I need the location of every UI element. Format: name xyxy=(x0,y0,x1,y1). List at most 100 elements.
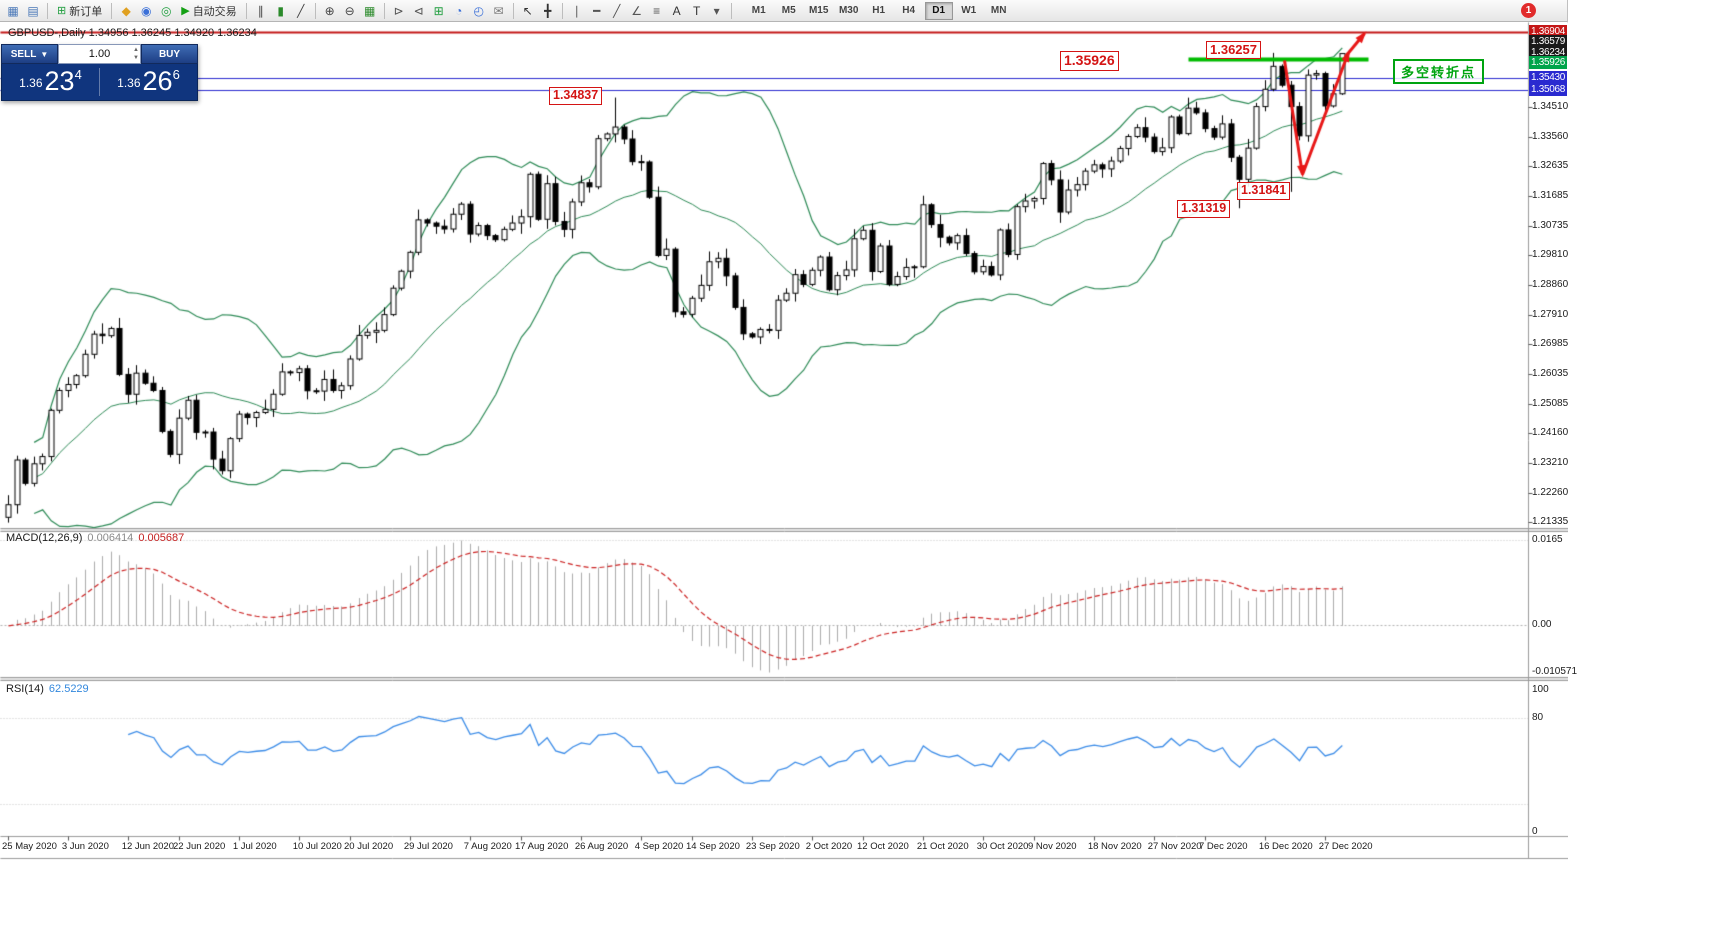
date-axis-label: 17 Aug 2020 xyxy=(515,841,569,852)
zoom-in-icon[interactable]: ⊕ xyxy=(324,3,335,18)
cursor-icon[interactable]: ↖ xyxy=(522,3,533,18)
price-axis-tick: 1.25085 xyxy=(1532,397,1569,409)
price-annotation[interactable]: 1.31841 xyxy=(1237,182,1291,200)
new-order-button-label: 新订单 xyxy=(69,5,103,18)
date-axis-label: 26 Aug 2020 xyxy=(574,841,629,852)
toolbar-separator xyxy=(111,2,113,19)
timeframe-w1[interactable]: W1 xyxy=(961,4,977,16)
templates-icon[interactable]: ◴ xyxy=(473,3,484,18)
toolbar-separator xyxy=(245,2,247,19)
price-axis-tick: 1.32635 xyxy=(1532,160,1569,172)
timeframe-m5[interactable]: M5 xyxy=(781,4,796,16)
rsi-name: RSI(14) xyxy=(6,683,44,695)
crosshair-icon[interactable]: ╋ xyxy=(544,3,552,18)
date-axis-label: 14 Sep 2020 xyxy=(686,841,740,852)
toolbar-separator xyxy=(314,2,316,19)
price-axis-tick: 1.27910 xyxy=(1532,309,1569,321)
price-axis-marker: 1.36579 xyxy=(1529,35,1567,49)
chart-canvas[interactable] xyxy=(0,22,1568,860)
toolbar-separator xyxy=(512,2,514,19)
trendline-icon[interactable]: ╱ xyxy=(613,3,621,18)
zoom-out-icon[interactable]: ⊖ xyxy=(344,3,355,18)
shapes-dropdown-icon[interactable]: ▾ xyxy=(713,3,720,18)
notification-badge[interactable]: 1 xyxy=(1521,3,1536,18)
date-axis-label: 21 Oct 2020 xyxy=(916,841,969,852)
chart-shift-icon[interactable]: ⊲ xyxy=(413,3,424,18)
text-label-icon[interactable]: T xyxy=(693,3,701,18)
periods-icon[interactable]: ◔ xyxy=(455,3,463,18)
timeframe-mn[interactable]: MN xyxy=(990,4,1007,16)
buy-button[interactable]: BUY xyxy=(141,44,198,64)
date-axis-label: 18 Nov 2020 xyxy=(1087,841,1142,852)
text-icon[interactable]: A xyxy=(672,3,681,18)
fibonacci-icon[interactable]: ≡ xyxy=(653,3,661,18)
date-axis-label: 29 Jul 2020 xyxy=(403,841,453,852)
date-axis-label: 9 Nov 2020 xyxy=(1028,841,1077,852)
price-axis-tick: 1.21335 xyxy=(1532,516,1569,527)
add-indicator-icon[interactable]: ⊞ xyxy=(433,3,444,18)
timeframe-h1[interactable]: H1 xyxy=(872,4,886,16)
note-annotation[interactable]: 多空转折点 xyxy=(1393,59,1485,84)
trade-panel-prices: 1.36 23 4 1.36 26 6 xyxy=(1,64,198,101)
auto-trading-button[interactable]: ▶ 自动交易 xyxy=(176,2,241,20)
price-axis-tick: 1.33560 xyxy=(1532,131,1569,143)
mail-icon[interactable]: ✉ xyxy=(493,3,504,18)
sell-price[interactable]: 1.36 23 4 xyxy=(2,67,99,98)
date-axis-label: 10 Jul 2020 xyxy=(292,841,342,852)
new-chart-icon[interactable]: ▦ xyxy=(7,3,19,18)
price-axis-marker: 1.36904 xyxy=(1529,25,1567,38)
price-annotation[interactable]: 1.35926 xyxy=(1060,51,1119,71)
macd-scale-top: 0.0165 xyxy=(1532,534,1563,545)
volume-down-icon[interactable]: ▼ xyxy=(133,55,139,61)
new-order-button[interactable]: ⊞ 新订单 xyxy=(52,2,107,20)
auto-trading-button-icon: ▶ xyxy=(181,5,190,17)
volume-input[interactable]: 1.00 ▲ ▼ xyxy=(58,44,141,64)
date-axis-label: 2 Oct 2020 xyxy=(805,841,853,852)
tile-windows-icon[interactable]: ▦ xyxy=(364,3,376,18)
volume-stepper[interactable]: ▲ ▼ xyxy=(133,46,139,62)
timeframe-m1[interactable]: M1 xyxy=(751,4,766,16)
price-axis-tick: 1.31685 xyxy=(1532,190,1569,202)
sell-dropdown-icon[interactable]: ▼ xyxy=(40,49,49,59)
rsi-scale-mid: 80 xyxy=(1532,712,1544,724)
date-axis-label: 23 Sep 2020 xyxy=(745,841,800,852)
equidistant-channel-icon[interactable]: ∠ xyxy=(631,3,643,18)
auto-scroll-icon[interactable]: ⊳ xyxy=(393,3,404,18)
price-annotation[interactable]: 1.31319 xyxy=(1177,200,1231,218)
horizontal-line-icon[interactable]: ━ xyxy=(593,3,601,18)
bar-chart-icon[interactable]: ∥ xyxy=(257,3,264,18)
date-axis-label: 22 Jun 2020 xyxy=(173,841,226,852)
market-watch-icon[interactable]: ◉ xyxy=(140,3,152,18)
date-axis-label: 12 Oct 2020 xyxy=(857,841,909,852)
sell-price-prefix: 1.36 xyxy=(19,75,43,90)
price-annotation[interactable]: 1.36257 xyxy=(1206,41,1261,60)
buy-price[interactable]: 1.36 26 6 xyxy=(100,67,197,98)
date-axis-label: 27 Dec 2020 xyxy=(1318,841,1373,852)
date-axis-label: 25 May 2020 xyxy=(2,841,57,852)
timeframe-h4[interactable]: H4 xyxy=(902,4,916,16)
quotes-icon[interactable]: ◆ xyxy=(121,3,131,18)
timeframe-m30[interactable]: M30 xyxy=(838,4,859,16)
mql5-community-icon[interactable]: ◎ xyxy=(160,3,172,18)
date-axis-label: 20 Jul 2020 xyxy=(344,841,394,852)
rsi-scale-top: 100 xyxy=(1532,684,1549,695)
profiles-icon[interactable]: ▤ xyxy=(27,3,39,18)
timeframe-m15[interactable]: M15 xyxy=(808,4,829,16)
price-axis-tick: 1.24160 xyxy=(1532,427,1569,439)
price-axis-tick: 1.30735 xyxy=(1532,220,1569,232)
price-annotation[interactable]: 1.34837 xyxy=(549,87,603,105)
timeframe-d1[interactable]: D1 xyxy=(924,1,953,20)
date-axis-label: 16 Dec 2020 xyxy=(1258,841,1313,852)
sell-button[interactable]: SELL ▼ xyxy=(1,44,58,64)
chart-title: GBPUSD-,Daily 1.34956 1.36245 1.34920 1.… xyxy=(8,27,257,39)
price-axis-tick: 1.22260 xyxy=(1532,486,1569,498)
candlestick-chart-icon[interactable]: ▮ xyxy=(277,3,284,18)
line-chart-icon[interactable]: ╱ xyxy=(297,3,305,18)
vertical-line-icon[interactable]: ∣ xyxy=(573,3,580,18)
date-axis-label: 7 Aug 2020 xyxy=(463,841,512,852)
volume-up-icon[interactable]: ▲ xyxy=(133,47,139,53)
date-axis-label: 27 Nov 2020 xyxy=(1147,841,1202,852)
sell-button-label: SELL xyxy=(10,48,37,60)
price-axis-tick: 1.28860 xyxy=(1532,279,1569,291)
